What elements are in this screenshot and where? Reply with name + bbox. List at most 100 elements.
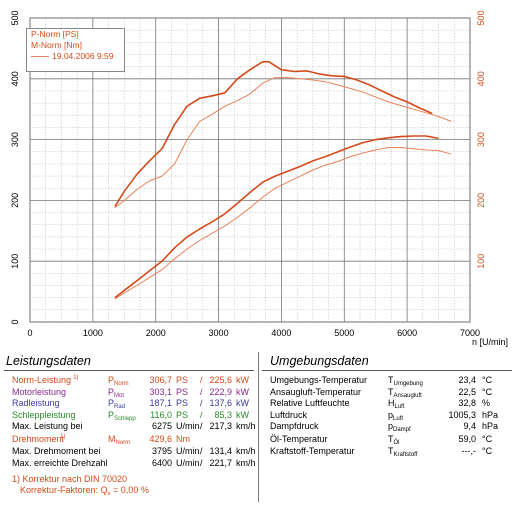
footnote-factors-sub: v xyxy=(107,491,111,497)
row-value: 23,4 xyxy=(458,375,476,385)
row-separator: / xyxy=(200,421,203,431)
row-unit-1: U/min xyxy=(176,458,200,468)
row-value-1: 303,1 xyxy=(149,386,172,397)
row-value-2: 217,3 xyxy=(209,421,232,431)
row-symbol: PMot xyxy=(108,386,125,399)
umgebung-row: Öl-Temperatur TÖl 59,0 °C xyxy=(270,434,510,446)
footnote-din: 1) Korrektur nach DIN 70020 xyxy=(12,474,128,484)
row-value-2: 131,4 xyxy=(209,446,232,456)
leistung-row: Max. Leistung bei 6275 U/min/ 217,3 km/h xyxy=(12,421,256,432)
row-value-2: 225,6 xyxy=(209,375,232,385)
row-symbol: MNorm xyxy=(108,434,131,446)
chart-legend: P-Norm [PS] M-Norm [Nm] 19.04.2006 9:59 xyxy=(26,28,125,72)
row-value-1: 6400 xyxy=(151,458,172,468)
series-line-power xyxy=(114,135,439,299)
x-tick-label: 2000 xyxy=(146,328,166,338)
row-value-2: 85,3 xyxy=(214,409,232,420)
leistung-row: Drehmoment 1) MNorm 429,6 Nm xyxy=(12,434,252,446)
leistung-row: Motorleistung PMot 303,1 PS / 222,9 kW xyxy=(12,386,252,399)
leistung-title: Leistungsdaten xyxy=(6,354,91,368)
row-value: 22,5 xyxy=(458,386,476,397)
row-separator: / xyxy=(200,446,203,456)
row-value-1: 429,6 xyxy=(149,434,172,444)
row-label: Umgebungs-Temperatur xyxy=(270,375,368,385)
y-tick-label-right: 400 xyxy=(476,71,486,86)
row-label: Motorleistung xyxy=(12,386,67,397)
row-value-2: 137,6 xyxy=(209,398,232,408)
row-value: ---,- xyxy=(461,446,477,456)
x-tick-label: 5000 xyxy=(334,328,354,338)
y-tick-label-left: 100 xyxy=(10,254,20,269)
row-label: Max. Leistung bei xyxy=(12,421,83,431)
y-tick-label-left: 300 xyxy=(10,132,20,147)
x-tick-label: 3000 xyxy=(209,328,229,338)
row-unit-1: U/min xyxy=(176,421,200,431)
comparison-line-swatch xyxy=(31,56,49,58)
row-separator: / xyxy=(200,458,203,468)
row-label: Kraftstoff-Temperatur xyxy=(270,446,355,456)
row-unit: % xyxy=(482,398,491,408)
row-unit-1: U/min xyxy=(176,446,200,456)
row-symbol: pLuft xyxy=(388,409,404,422)
row-unit-2: kW xyxy=(236,386,249,397)
y-tick-label-left: 200 xyxy=(10,193,20,208)
row-symbol: PNorm xyxy=(108,375,129,387)
y-tick-label-right: 300 xyxy=(476,132,486,147)
row-label: Max. Drehmoment bei xyxy=(12,446,101,456)
footnote-factors: Korrektur-Faktoren: Qv = 0,00 % xyxy=(20,485,149,500)
row-unit-1: PS xyxy=(176,409,189,420)
legend-item-power: P-Norm [PS] xyxy=(31,29,79,39)
section-divider xyxy=(258,352,259,502)
row-value-2: 222,9 xyxy=(209,386,232,397)
y-tick-label-left: 400 xyxy=(10,71,20,86)
row-unit-1: PS xyxy=(176,386,189,397)
row-unit-2: kW xyxy=(236,409,249,420)
row-unit: °C xyxy=(482,386,493,397)
y-tick-label-right: 500 xyxy=(476,10,486,25)
row-value-1: 116,0 xyxy=(150,409,172,420)
row-label: Schleppleistung xyxy=(12,409,76,420)
row-unit-1: Nm xyxy=(176,434,190,444)
row-symbol: PSchlepp xyxy=(108,409,136,422)
x-tick-label: 1000 xyxy=(83,328,103,338)
row-value-1: 306,7 xyxy=(149,375,172,385)
row-unit: °C xyxy=(482,375,493,385)
row-unit: °C xyxy=(482,446,493,456)
x-tick-label: 4000 xyxy=(271,328,291,338)
umgebung-title: Umgebungsdaten xyxy=(270,354,369,368)
series-line-comparison-torque xyxy=(114,77,452,209)
leistung-row: Norm-Leistung 1) PNorm 306,7 PS / 225,6 kW xyxy=(12,375,252,387)
row-label: Ansaugluft-Temperatur xyxy=(270,386,362,397)
row-value: 32,8 xyxy=(458,398,476,408)
row-value-1: 6275 xyxy=(151,421,172,431)
row-unit-2: kW xyxy=(236,398,249,408)
row-label: Öl-Temperatur xyxy=(270,434,328,444)
row-label: Norm-Leistung xyxy=(12,375,72,385)
leistung-rule xyxy=(4,370,254,371)
umgebung-row: Kraftstoff-Temperatur TKraftstoff ---,- °C xyxy=(270,446,510,458)
row-separator: / xyxy=(200,398,203,408)
series-line-comparison-power xyxy=(114,147,452,300)
row-label: Drehmoment xyxy=(12,434,65,444)
legend-item-comparison: 19.04.2006 9:59 xyxy=(27,51,124,62)
row-symbol: pDampf xyxy=(388,421,411,433)
row-symbol: PRad xyxy=(108,398,126,410)
row-value-1: 187,1 xyxy=(149,398,172,408)
row-unit: hPa xyxy=(482,409,499,420)
umgebung-row: Ansaugluft-Temperatur TAnsaugluft 22,5 °C xyxy=(270,386,510,399)
row-unit-2: km/h xyxy=(236,458,256,468)
row-separator: / xyxy=(200,409,203,420)
row-unit-1: PS xyxy=(176,398,189,408)
x-tick-label: 6000 xyxy=(397,328,417,338)
row-value-2: 221,7 xyxy=(209,458,232,468)
row-symbol: HLuft xyxy=(388,398,405,410)
row-value: 9,4 xyxy=(463,421,476,431)
row-label: Max. erreichte Drehzahl xyxy=(12,458,108,468)
footnote-factors-label: Korrektur-Faktoren: Q xyxy=(20,485,108,495)
row-symbol: TUmgebung xyxy=(388,375,423,387)
row-symbol: TAnsaugluft xyxy=(388,386,422,399)
row-unit-2: kW xyxy=(236,375,249,385)
row-value: 1005,3 xyxy=(448,409,476,420)
y-tick-label-left: 500 xyxy=(10,10,20,25)
row-symbol: TKraftstoff xyxy=(388,446,418,458)
